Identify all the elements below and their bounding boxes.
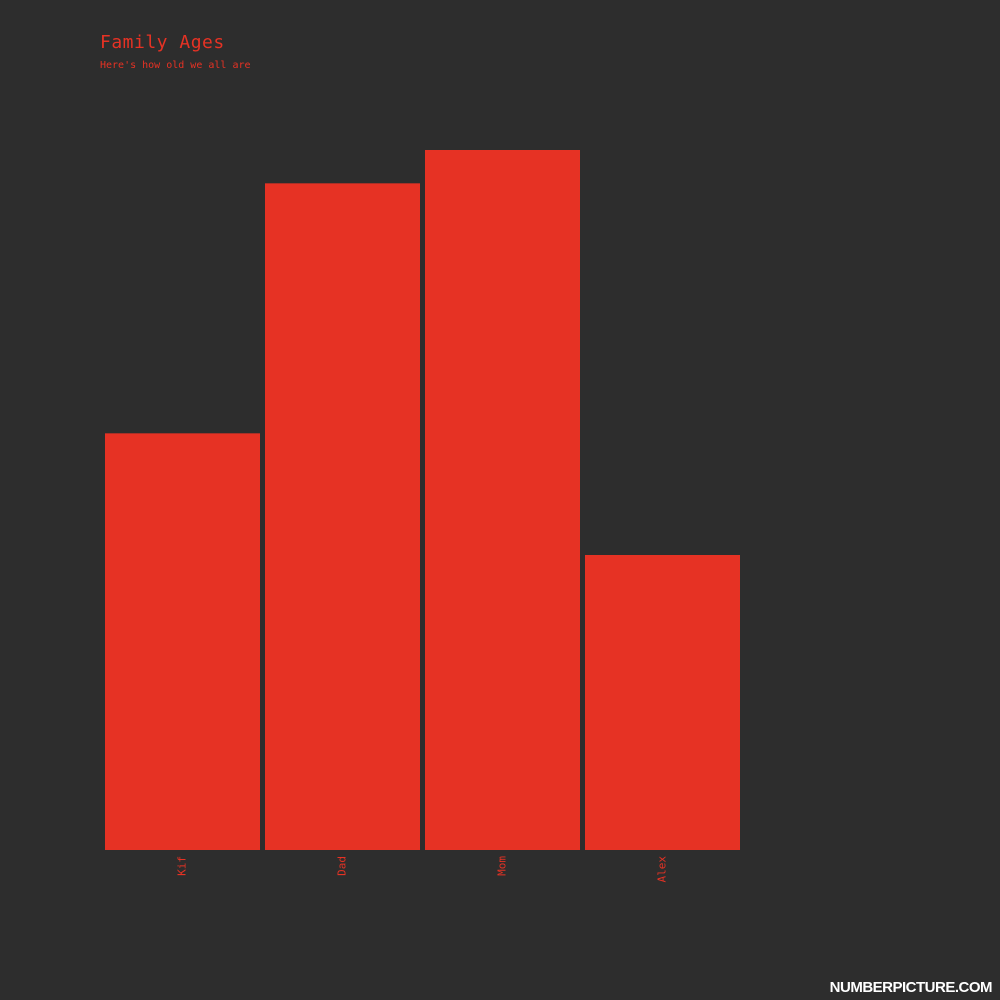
tick-label-mom: Mom <box>496 856 509 876</box>
tick-label-kif: Kif <box>176 856 189 876</box>
tick-label-alex: Alex <box>656 856 669 883</box>
bar-dad <box>265 183 420 851</box>
watermark: NUMBERPICTURE.COM <box>829 979 993 996</box>
bar-kif <box>105 433 260 850</box>
bar-mom <box>425 150 580 850</box>
tick-label-dad: Dad <box>336 856 349 876</box>
bar-alex <box>585 555 740 850</box>
chart-title: Family Ages <box>100 32 225 53</box>
chart-subtitle: Here's how old we all are <box>100 60 251 71</box>
